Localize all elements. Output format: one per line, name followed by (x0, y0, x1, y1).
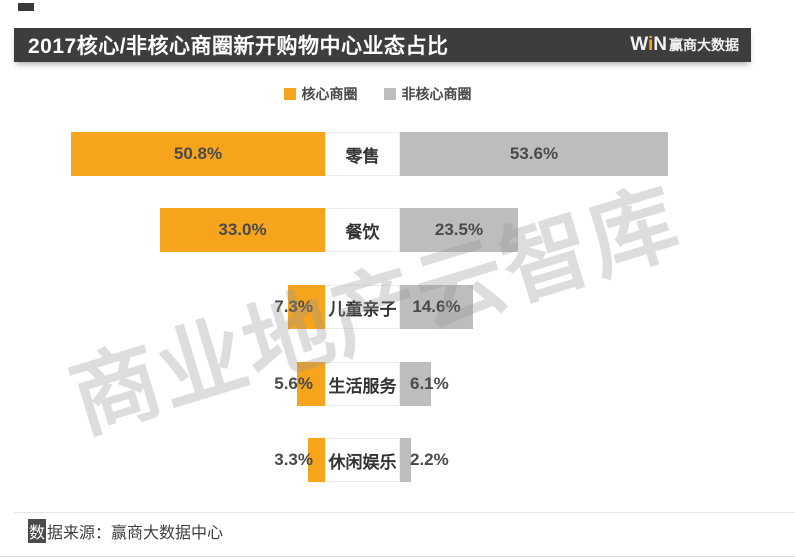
legend-noncore-label: 非核心商圈 (401, 86, 472, 102)
category-label: 儿童亲子 (325, 285, 400, 329)
core-bar (308, 438, 325, 482)
core-value-label: 50.8% (173, 144, 223, 163)
page-bottom-edge (0, 556, 795, 557)
noncore-swatch-icon (383, 88, 396, 100)
noncore-bar (400, 208, 518, 252)
legend-item-noncore: 非核心商圈 (383, 84, 472, 104)
legend: 核心商圈 非核心商圈 (0, 84, 775, 104)
brand-name: 赢商大数据 (669, 37, 739, 53)
chart-row-kids: 7.3% 儿童亲子 14.6% (0, 285, 795, 329)
category-label: 生活服务 (325, 362, 400, 406)
noncore-value-label: 14.6% (412, 297, 461, 316)
category-label: 零售 (325, 132, 400, 176)
noncore-bar (400, 285, 473, 329)
footer-source: 数据来源：赢商大数据中心 (28, 519, 223, 543)
noncore-value-label: 2.2% (410, 450, 449, 469)
brand-logo: WiN 赢商大数据 (630, 34, 739, 56)
chart-row-leisure: 3.3% 休闲娱乐 2.2% (0, 438, 795, 482)
category-label: 餐饮 (325, 208, 400, 252)
noncore-bar (400, 132, 668, 176)
chart-row-retail: 50.8% 零售 53.6% (0, 132, 795, 176)
noncore-value-label: 23.5% (434, 220, 484, 239)
chart-row-services: 5.6% 生活服务 6.1% (0, 362, 795, 406)
category-label: 休闲娱乐 (325, 438, 400, 482)
core-bar (160, 208, 325, 252)
noncore-bar (400, 438, 411, 482)
noncore-bar (400, 362, 431, 406)
footer-source-first-char: 数 (28, 519, 47, 543)
core-value-label: 33.0% (218, 220, 267, 239)
noncore-value-label: 6.1% (410, 374, 449, 393)
chart-row-dining: 33.0% 餐饮 23.5% (0, 208, 795, 252)
core-swatch-icon (283, 88, 296, 100)
core-bar (71, 132, 325, 176)
core-value-label: 7.3% (274, 297, 313, 316)
core-bar (288, 285, 325, 329)
noncore-value-label: 53.6% (509, 144, 559, 163)
core-value-label: 3.3% (274, 450, 313, 469)
core-value-label: 5.6% (274, 374, 313, 393)
legend-core-label: 核心商圈 (301, 86, 358, 102)
legend-item-core: 核心商圈 (283, 84, 358, 104)
title-bar: 2017核心/非核心商圈新开购物中心业态占比 WiN 赢商大数据 (14, 28, 751, 62)
footer-divider (14, 512, 795, 513)
page-corner-mark (18, 3, 34, 11)
page-title: 2017核心/非核心商圈新开购物中心业态占比 (28, 35, 449, 58)
core-bar (297, 362, 325, 406)
win-logo-icon: WiN (630, 34, 667, 55)
